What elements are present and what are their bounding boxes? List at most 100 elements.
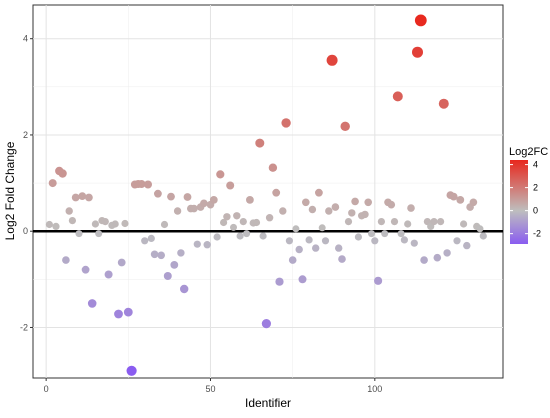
data-point	[414, 14, 427, 27]
data-point	[104, 270, 113, 279]
data-point	[292, 225, 300, 233]
data-point	[281, 118, 291, 128]
data-point	[390, 218, 399, 226]
data-point	[460, 220, 468, 228]
data-point	[400, 236, 408, 244]
data-point	[81, 265, 90, 274]
data-point	[407, 204, 415, 212]
y-tick-label: 4	[23, 34, 28, 44]
data-point	[272, 188, 281, 197]
data-point	[259, 232, 267, 240]
data-point	[315, 188, 323, 197]
y-tick-label: 0	[23, 226, 28, 236]
data-point	[397, 230, 405, 238]
legend-tick-label: -2	[533, 229, 541, 239]
data-point	[433, 253, 442, 262]
legend-colorbar	[510, 160, 528, 244]
legend-ticks: 4 2 0 -2	[510, 160, 541, 239]
data-point	[226, 181, 235, 190]
data-point	[438, 98, 449, 109]
data-point	[183, 193, 192, 201]
data-point	[275, 277, 284, 286]
data-point	[265, 214, 274, 222]
data-point	[101, 218, 109, 226]
data-point	[387, 200, 396, 209]
x-axis-label: Identifier	[245, 396, 291, 410]
data-point	[85, 193, 93, 202]
x-tick-label: 100	[367, 384, 382, 394]
plot-panel	[32, 4, 504, 379]
data-point	[305, 236, 313, 244]
legend-title: Log2FC	[509, 146, 548, 158]
data-point	[193, 240, 201, 248]
data-point	[246, 196, 254, 204]
data-point	[209, 196, 218, 204]
data-point	[368, 230, 375, 238]
data-point	[203, 241, 211, 249]
data-point	[144, 180, 152, 189]
data-point	[163, 272, 172, 280]
data-point	[123, 307, 133, 317]
y-tick-label: -2	[20, 322, 28, 332]
data-point	[344, 218, 353, 226]
data-point	[95, 230, 103, 238]
data-point	[65, 207, 73, 215]
data-point	[62, 256, 70, 264]
data-point	[233, 212, 241, 220]
data-point	[463, 241, 471, 250]
data-point	[167, 192, 175, 201]
data-point	[180, 284, 189, 294]
data-point	[285, 237, 293, 245]
data-point	[354, 233, 362, 241]
data-point	[364, 198, 373, 207]
data-point	[126, 365, 137, 376]
data-point	[381, 230, 389, 238]
data-point	[223, 213, 231, 221]
data-point	[453, 237, 461, 245]
data-point	[404, 220, 412, 228]
data-point	[137, 180, 146, 188]
data-point	[338, 255, 346, 263]
data-point	[71, 193, 80, 202]
data-point	[295, 245, 303, 254]
data-point	[412, 46, 423, 58]
data-point	[230, 223, 237, 231]
data-point	[216, 170, 225, 179]
data-point	[302, 198, 310, 207]
data-point	[340, 121, 350, 131]
data-point	[243, 230, 251, 238]
data-point	[170, 261, 179, 269]
legend-tick-label: 0	[533, 206, 538, 216]
data-point	[190, 204, 198, 213]
data-point	[443, 249, 451, 257]
data-point	[52, 222, 60, 230]
data-point	[173, 207, 182, 215]
data-point	[157, 251, 165, 260]
data-point	[220, 218, 228, 227]
data-point	[58, 169, 67, 178]
data-point	[351, 197, 359, 206]
legend-tick-label: 2	[533, 183, 538, 193]
data-point	[177, 249, 185, 257]
data-point	[279, 207, 287, 215]
data-point	[48, 179, 57, 188]
x-tick-label: 50	[205, 384, 215, 394]
data-point	[371, 237, 379, 245]
data-point	[420, 256, 428, 264]
data-point	[348, 209, 356, 217]
data-point	[117, 258, 126, 267]
data-point	[308, 205, 317, 214]
data-point	[335, 244, 343, 252]
data-point	[312, 244, 320, 252]
data-point	[236, 232, 244, 240]
data-point	[75, 230, 83, 238]
y-axis-ticks: -2 0 2 4	[20, 34, 33, 332]
data-point	[298, 275, 307, 284]
data-point	[147, 234, 155, 242]
data-point	[87, 299, 97, 308]
data-point	[410, 239, 418, 247]
data-point	[141, 237, 149, 245]
data-point	[160, 220, 169, 229]
data-point	[68, 217, 76, 225]
